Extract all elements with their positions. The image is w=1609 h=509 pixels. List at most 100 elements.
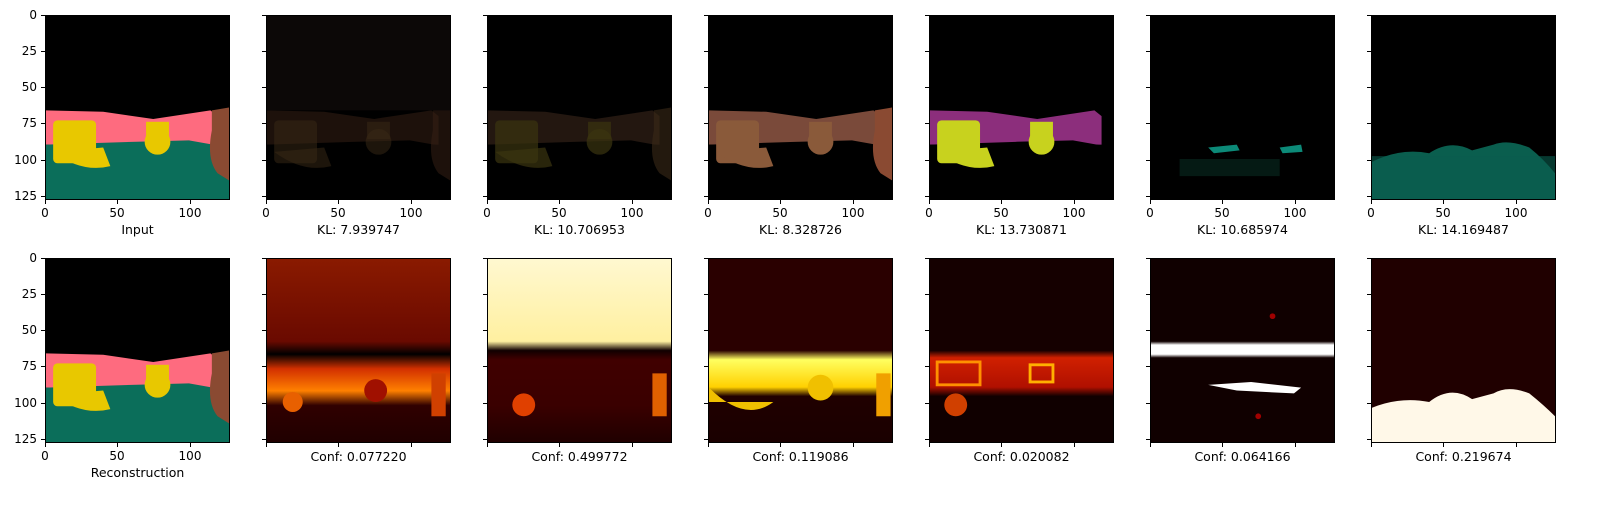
- y-tick: [1367, 330, 1371, 331]
- y-tick-label: 100: [14, 153, 37, 167]
- y-tick: [1146, 403, 1150, 404]
- y-tick: [483, 51, 487, 52]
- x-tick: [1295, 443, 1296, 447]
- x-tick: [190, 443, 191, 447]
- x-tick-label: 0: [262, 206, 270, 220]
- y-tick: [925, 15, 929, 16]
- x-tick: [632, 443, 633, 447]
- x-tick: [1295, 200, 1296, 204]
- bottom-caption-7: Conf: 0.219674: [1415, 449, 1512, 464]
- bottom-caption-1: Reconstruction: [90, 465, 185, 480]
- y-tick: [1367, 160, 1371, 161]
- y-tick: [1146, 123, 1150, 124]
- y-tick: [704, 160, 708, 161]
- x-tick-label: 50: [330, 206, 346, 220]
- x-tick: [117, 200, 118, 204]
- x-tick-label: 0: [483, 206, 491, 220]
- y-tick-label: 50: [21, 80, 37, 94]
- y-tick: [41, 258, 45, 259]
- y-tick: [1146, 87, 1150, 88]
- x-tick: [1074, 443, 1075, 447]
- x-tick: [853, 443, 854, 447]
- y-tick: [704, 15, 708, 16]
- bottom-image-4: [708, 258, 893, 443]
- x-tick: [1150, 443, 1151, 447]
- x-tick-label: 0: [704, 206, 712, 220]
- y-tick: [41, 196, 45, 197]
- top-caption-1: Input: [121, 222, 154, 237]
- y-tick: [483, 87, 487, 88]
- bottom-caption-2: Conf: 0.077220: [310, 449, 407, 464]
- y-tick: [483, 196, 487, 197]
- y-tick: [925, 160, 929, 161]
- x-tick: [1371, 200, 1372, 204]
- y-tick: [41, 87, 45, 88]
- y-tick: [1367, 51, 1371, 52]
- y-tick: [262, 196, 266, 197]
- x-tick: [1516, 200, 1517, 204]
- y-tick: [1146, 366, 1150, 367]
- x-tick: [1222, 200, 1223, 204]
- y-tick-label: 75: [21, 116, 37, 130]
- y-tick: [262, 366, 266, 367]
- x-tick-label: 50: [993, 206, 1009, 220]
- x-tick: [708, 200, 709, 204]
- y-tick: [483, 439, 487, 440]
- x-tick: [1443, 443, 1444, 447]
- y-tick-label: 125: [14, 189, 37, 203]
- bottom-caption-3: Conf: 0.499772: [531, 449, 628, 464]
- y-tick: [1146, 258, 1150, 259]
- x-tick-label: 100: [178, 449, 202, 463]
- x-tick-label: 100: [1062, 206, 1086, 220]
- x-tick: [411, 443, 412, 447]
- bottom-caption-6: Conf: 0.064166: [1194, 449, 1291, 464]
- y-tick: [262, 439, 266, 440]
- x-tick: [1150, 200, 1151, 204]
- y-tick: [1367, 294, 1371, 295]
- y-tick: [1367, 366, 1371, 367]
- x-tick: [487, 443, 488, 447]
- x-tick: [1222, 443, 1223, 447]
- y-tick: [925, 366, 929, 367]
- x-tick: [853, 200, 854, 204]
- bottom-caption-4: Conf: 0.119086: [752, 449, 849, 464]
- y-tick: [262, 51, 266, 52]
- y-tick-label: 50: [21, 323, 37, 337]
- y-tick: [925, 439, 929, 440]
- y-tick: [1146, 330, 1150, 331]
- top-caption-2: KL: 7.939747: [317, 222, 400, 237]
- y-tick-label: 25: [21, 287, 37, 301]
- bottom-image-7: [1371, 258, 1556, 443]
- y-tick: [262, 160, 266, 161]
- x-tick: [632, 200, 633, 204]
- y-tick: [704, 196, 708, 197]
- bottom-image-1: [45, 258, 230, 443]
- x-tick-label: 50: [109, 206, 125, 220]
- x-tick-label: 100: [178, 206, 202, 220]
- y-tick: [1146, 160, 1150, 161]
- x-tick: [559, 443, 560, 447]
- y-tick: [41, 403, 45, 404]
- y-tick: [41, 160, 45, 161]
- x-tick-label: 0: [1367, 206, 1375, 220]
- x-tick-label: 100: [399, 206, 423, 220]
- y-tick: [1146, 196, 1150, 197]
- top-image-4: [708, 15, 893, 200]
- bottom-caption-5: Conf: 0.020082: [973, 449, 1070, 464]
- y-tick: [41, 439, 45, 440]
- x-tick-label: 50: [551, 206, 567, 220]
- y-tick-label: 25: [21, 44, 37, 58]
- top-image-1: [45, 15, 230, 200]
- y-tick-label: 75: [21, 359, 37, 373]
- top-image-7: [1371, 15, 1556, 200]
- y-tick: [704, 366, 708, 367]
- x-tick: [1443, 200, 1444, 204]
- x-tick-label: 50: [1214, 206, 1230, 220]
- bottom-image-2: [266, 258, 451, 443]
- y-tick: [704, 330, 708, 331]
- x-tick: [1516, 443, 1517, 447]
- y-tick: [704, 87, 708, 88]
- x-tick-label: 50: [1435, 206, 1451, 220]
- y-tick: [262, 87, 266, 88]
- y-tick-label: 125: [14, 432, 37, 446]
